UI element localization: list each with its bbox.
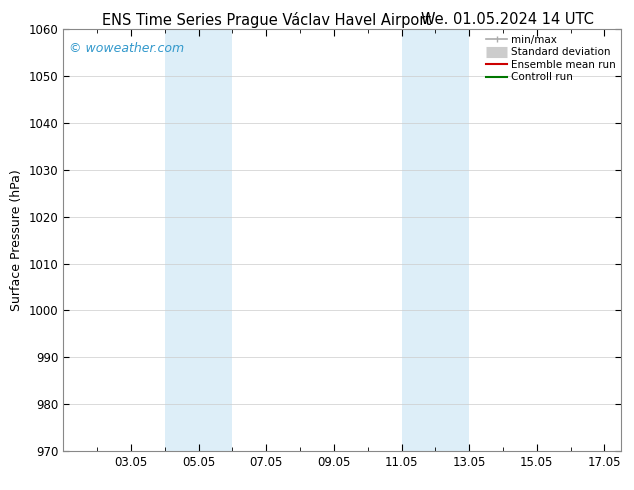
Y-axis label: Surface Pressure (hPa): Surface Pressure (hPa) bbox=[10, 169, 23, 311]
Legend: min/max, Standard deviation, Ensemble mean run, Controll run: min/max, Standard deviation, Ensemble me… bbox=[484, 32, 618, 84]
Text: © woweather.com: © woweather.com bbox=[69, 42, 184, 55]
Text: We. 01.05.2024 14 UTC: We. 01.05.2024 14 UTC bbox=[421, 12, 593, 27]
Bar bbox=[401, 29, 469, 451]
Text: ENS Time Series Prague Václav Havel Airport: ENS Time Series Prague Václav Havel Airp… bbox=[101, 12, 431, 28]
Bar bbox=[165, 29, 233, 451]
